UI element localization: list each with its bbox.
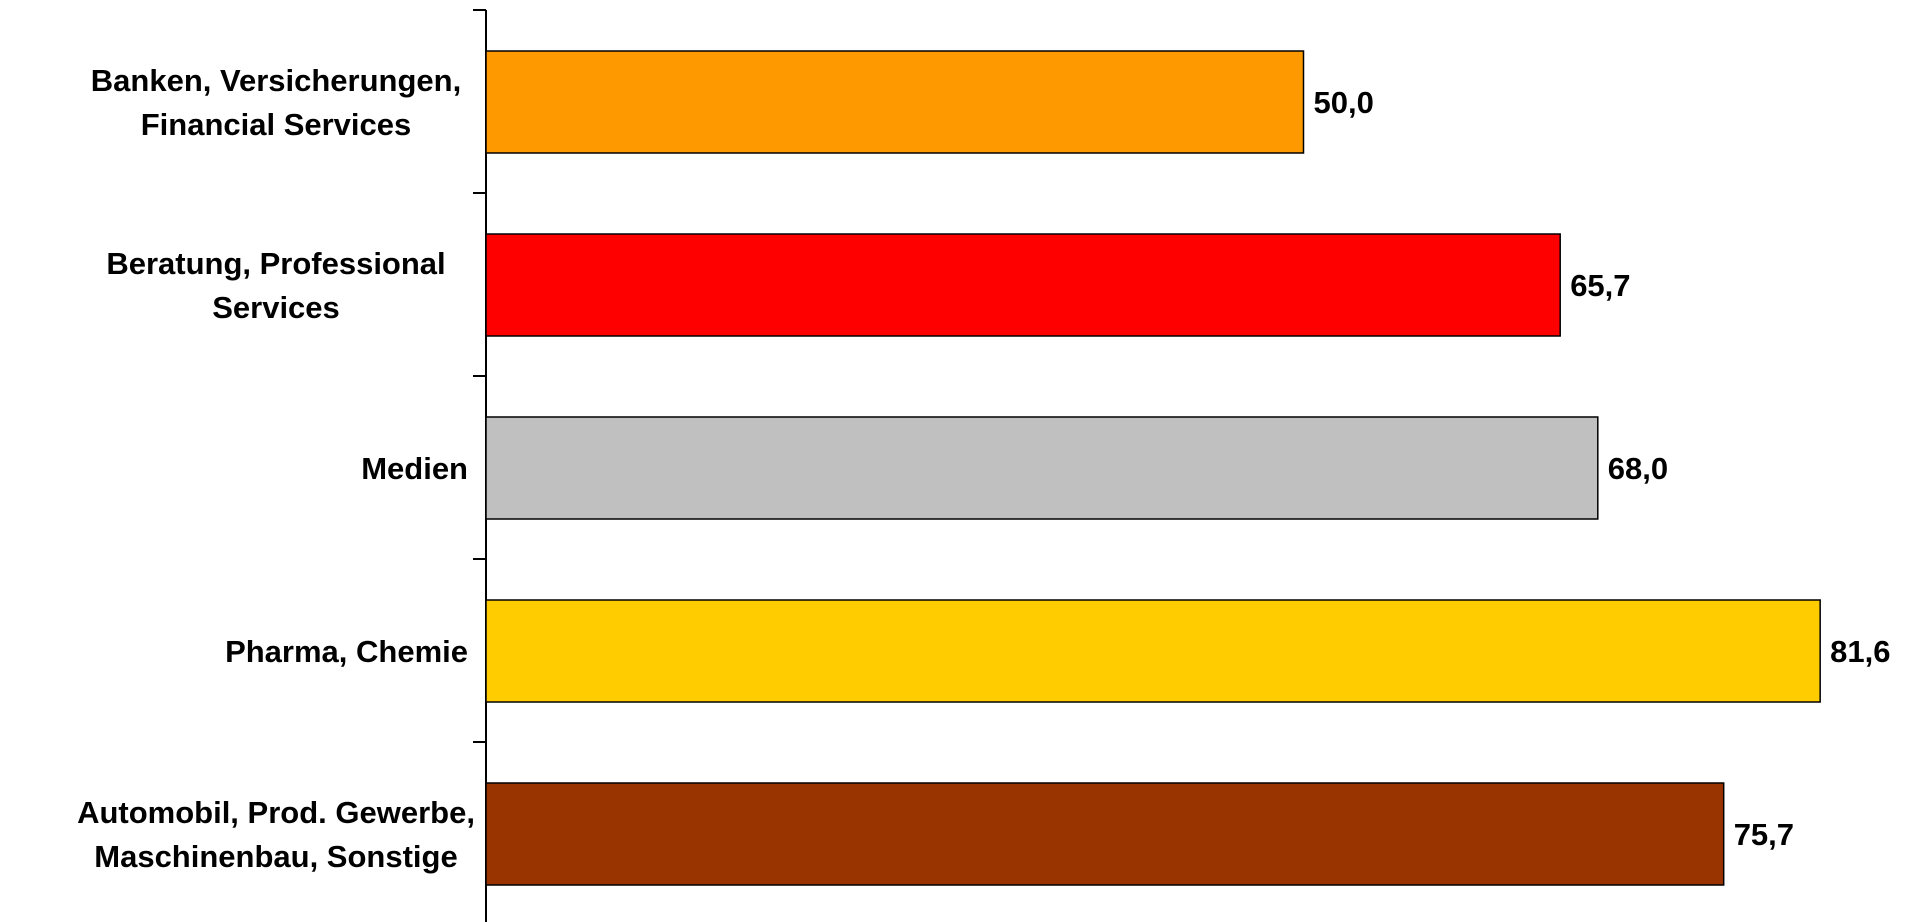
value-label: 65,7: [1570, 268, 1630, 303]
category-labels: Banken, Versicherungen, Financial Service…: [77, 63, 475, 874]
category-label: Pharma, Chemie: [225, 634, 468, 669]
category-label: Medien: [361, 451, 468, 486]
value-label: 50,0: [1314, 85, 1374, 120]
value-label: 75,7: [1734, 817, 1794, 852]
bar: [485, 599, 1821, 703]
bar: [485, 233, 1561, 337]
bar: [485, 416, 1599, 520]
category-label: Banken, Versicherungen, Financial Service…: [91, 63, 461, 142]
bar: [485, 782, 1725, 886]
value-label: 68,0: [1608, 451, 1668, 486]
y-axis: [473, 9, 487, 922]
category-label: Beratung, Professional Services: [106, 246, 445, 325]
bars: [485, 50, 1821, 886]
bar: [485, 50, 1305, 154]
value-labels: 50,0 65,7 68,0 81,6 75,7: [1314, 85, 1891, 852]
value-label: 81,6: [1830, 634, 1890, 669]
category-label: Automobil, Prod. Gewerbe, Maschinenbau, S…: [77, 795, 475, 874]
